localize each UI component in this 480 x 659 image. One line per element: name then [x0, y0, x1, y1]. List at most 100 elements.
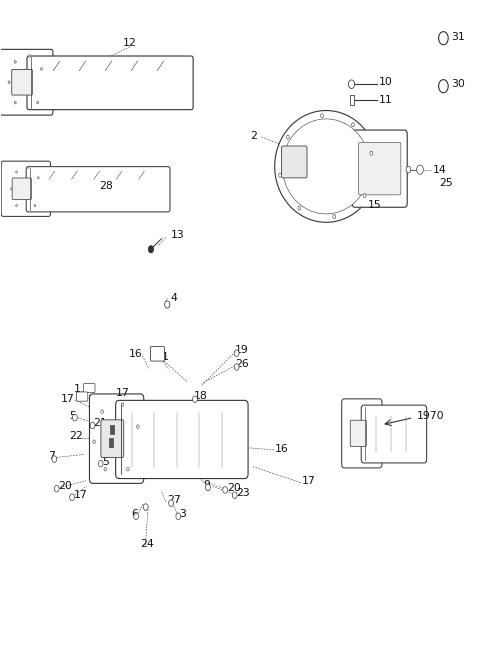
- Text: 21: 21: [94, 418, 108, 428]
- FancyBboxPatch shape: [27, 56, 193, 109]
- Text: 6: 6: [131, 509, 138, 519]
- Circle shape: [144, 503, 148, 510]
- Text: 9: 9: [204, 480, 210, 490]
- Circle shape: [28, 55, 30, 57]
- Circle shape: [98, 461, 103, 467]
- Circle shape: [168, 500, 173, 506]
- Circle shape: [36, 101, 38, 104]
- Circle shape: [101, 410, 103, 413]
- Circle shape: [234, 364, 239, 370]
- Text: 8: 8: [112, 434, 119, 444]
- Text: 11: 11: [379, 95, 393, 105]
- Circle shape: [176, 513, 180, 519]
- Text: 24: 24: [140, 539, 154, 549]
- Circle shape: [27, 166, 29, 168]
- Circle shape: [333, 214, 336, 219]
- Text: 23: 23: [237, 488, 251, 498]
- Text: 3: 3: [179, 509, 186, 519]
- Text: 16: 16: [129, 349, 143, 359]
- Text: 1970: 1970: [417, 411, 444, 420]
- Ellipse shape: [282, 119, 370, 214]
- Circle shape: [52, 456, 57, 463]
- Circle shape: [137, 425, 139, 428]
- Circle shape: [406, 167, 411, 173]
- Text: 10: 10: [379, 77, 393, 87]
- Text: 20: 20: [58, 481, 72, 491]
- Circle shape: [348, 80, 355, 88]
- Circle shape: [54, 486, 59, 492]
- Circle shape: [72, 415, 77, 421]
- Text: 22: 22: [69, 431, 83, 441]
- Text: 20: 20: [227, 483, 241, 493]
- Circle shape: [37, 177, 39, 179]
- Circle shape: [134, 513, 139, 519]
- Text: 27: 27: [167, 495, 181, 505]
- Bar: [350, 95, 354, 105]
- Circle shape: [439, 80, 448, 93]
- Text: 13: 13: [170, 231, 184, 241]
- Circle shape: [287, 135, 289, 139]
- FancyBboxPatch shape: [342, 399, 382, 468]
- Circle shape: [192, 396, 197, 403]
- Circle shape: [14, 101, 16, 104]
- Circle shape: [205, 484, 210, 490]
- Circle shape: [16, 171, 17, 173]
- Bar: [110, 425, 114, 434]
- FancyBboxPatch shape: [116, 401, 248, 478]
- Text: 17: 17: [61, 393, 75, 403]
- Circle shape: [148, 246, 154, 253]
- Text: 15: 15: [368, 200, 382, 210]
- FancyBboxPatch shape: [352, 130, 407, 207]
- Text: 4: 4: [170, 293, 178, 303]
- Circle shape: [93, 440, 96, 444]
- Circle shape: [41, 68, 43, 71]
- Text: 5: 5: [103, 457, 109, 467]
- FancyBboxPatch shape: [151, 347, 164, 361]
- Circle shape: [223, 486, 228, 493]
- Text: 17: 17: [74, 490, 88, 500]
- Text: 31: 31: [452, 32, 465, 42]
- Text: 16: 16: [275, 444, 288, 453]
- Text: 29: 29: [298, 139, 311, 149]
- Circle shape: [8, 81, 10, 84]
- FancyBboxPatch shape: [26, 167, 170, 212]
- Circle shape: [298, 206, 301, 210]
- Ellipse shape: [275, 111, 378, 222]
- Bar: [109, 438, 113, 447]
- Text: 28: 28: [99, 181, 113, 191]
- Circle shape: [278, 173, 281, 177]
- FancyBboxPatch shape: [359, 142, 401, 195]
- Circle shape: [104, 467, 107, 471]
- FancyBboxPatch shape: [12, 69, 32, 95]
- Circle shape: [363, 194, 366, 198]
- FancyBboxPatch shape: [1, 161, 50, 216]
- Circle shape: [439, 32, 448, 45]
- Text: 7: 7: [48, 451, 55, 461]
- FancyBboxPatch shape: [89, 394, 144, 484]
- Text: 12: 12: [123, 38, 137, 48]
- FancyBboxPatch shape: [0, 49, 53, 115]
- Text: 17: 17: [116, 388, 129, 398]
- Circle shape: [165, 301, 170, 308]
- Text: 14: 14: [432, 165, 446, 175]
- Text: 30: 30: [452, 79, 466, 89]
- Circle shape: [234, 350, 239, 357]
- Circle shape: [70, 494, 74, 500]
- FancyBboxPatch shape: [12, 178, 31, 200]
- Circle shape: [232, 492, 237, 498]
- Circle shape: [121, 403, 124, 407]
- Circle shape: [90, 422, 95, 429]
- Circle shape: [370, 151, 373, 156]
- FancyBboxPatch shape: [281, 146, 307, 178]
- Text: 25: 25: [439, 178, 453, 188]
- Circle shape: [14, 61, 16, 63]
- Text: 1: 1: [162, 352, 169, 362]
- Circle shape: [11, 188, 12, 190]
- Text: 26: 26: [235, 358, 249, 368]
- FancyBboxPatch shape: [84, 384, 95, 393]
- Circle shape: [16, 204, 17, 207]
- FancyBboxPatch shape: [76, 392, 88, 401]
- Circle shape: [127, 467, 129, 471]
- Text: 17: 17: [302, 476, 315, 486]
- Circle shape: [351, 123, 354, 127]
